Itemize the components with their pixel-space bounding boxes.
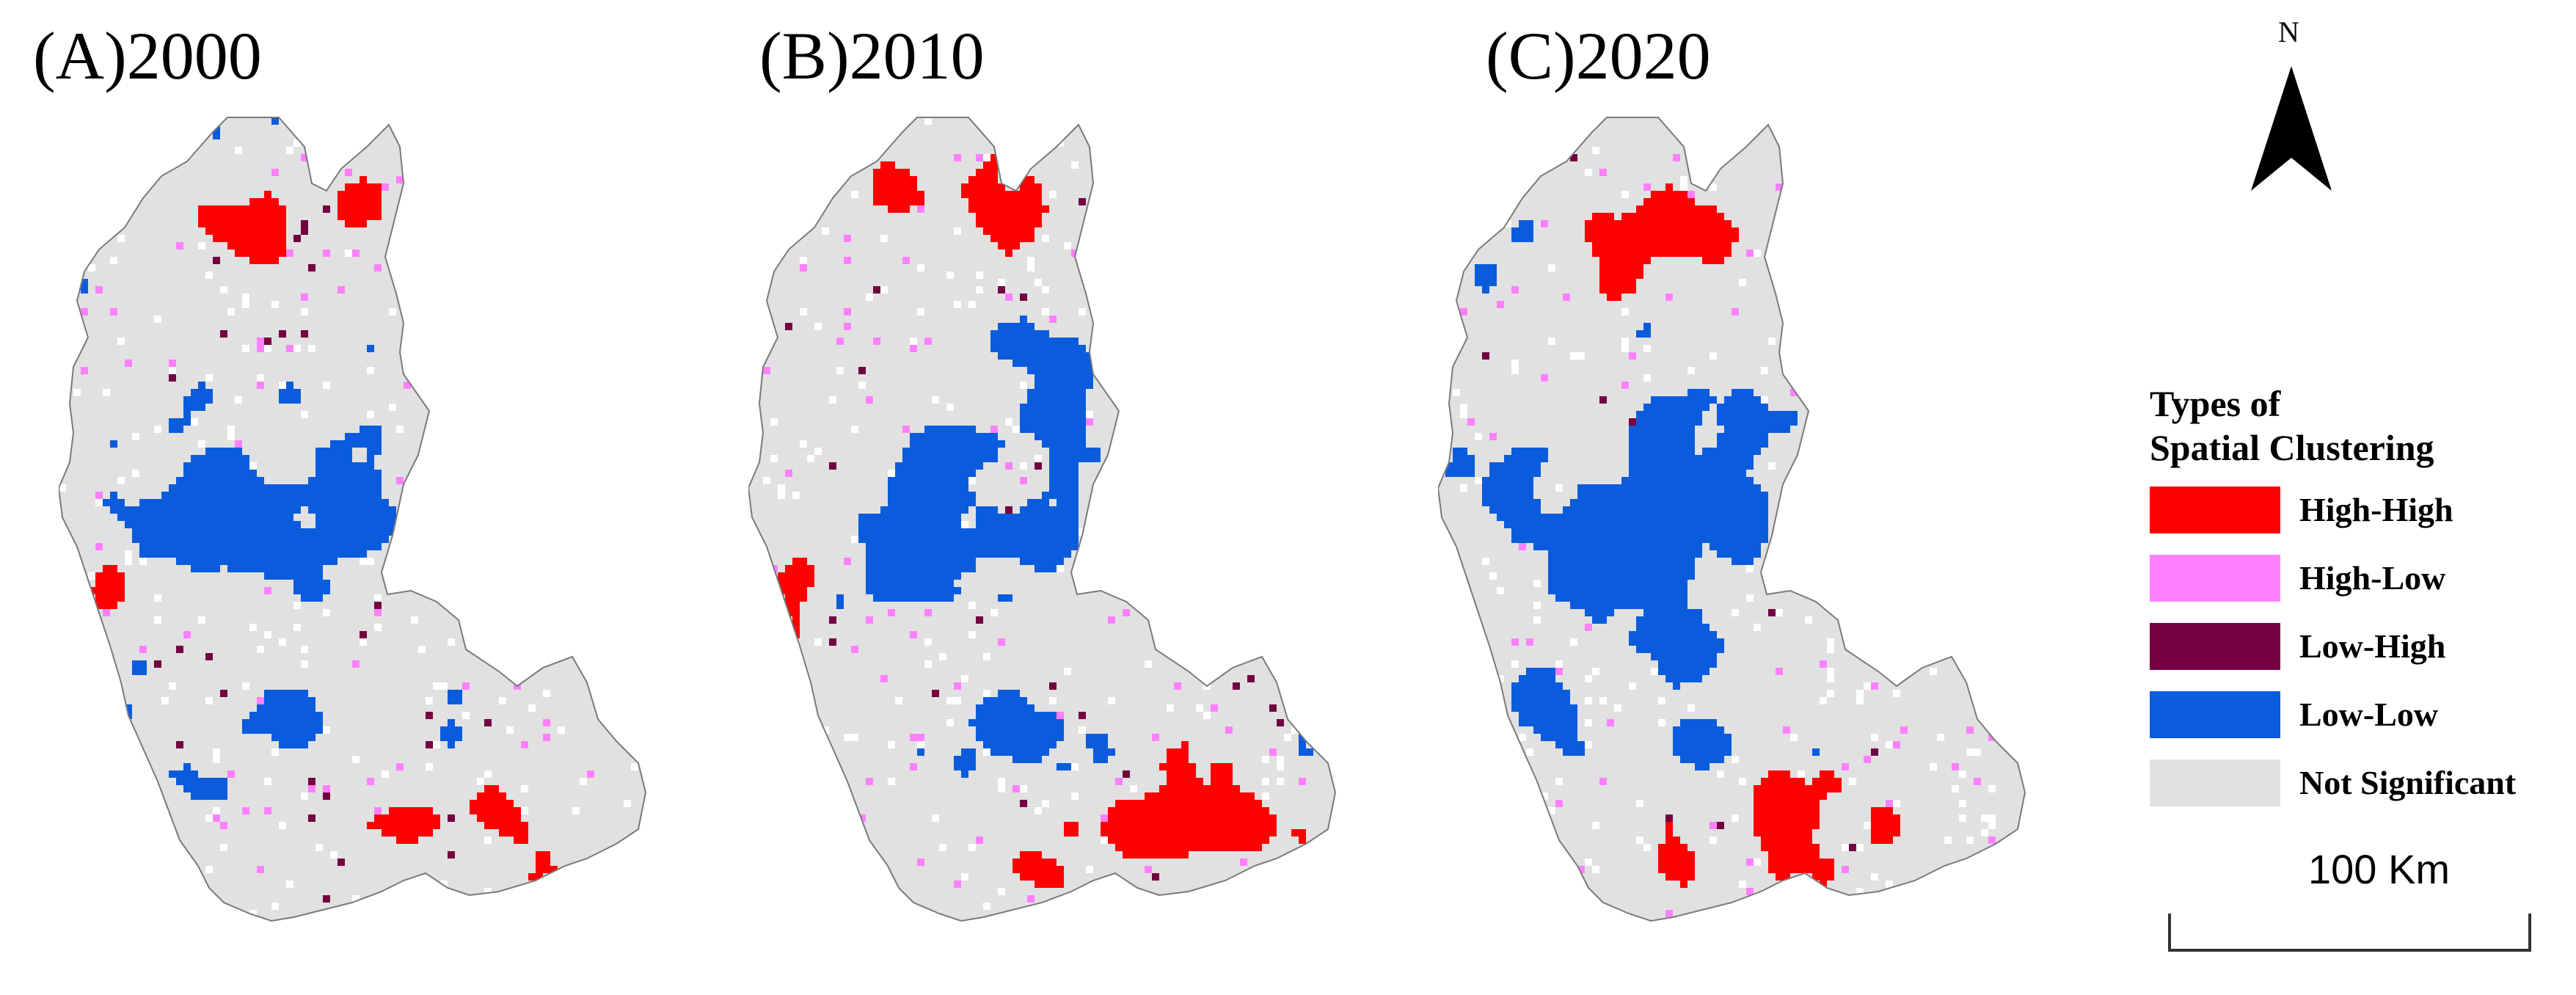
legend-label-not-significant: Not Significant xyxy=(2299,764,2517,801)
cells-high-high xyxy=(778,154,1306,888)
panel-title-c: (C)2020 xyxy=(1486,18,1711,93)
cells-low-low xyxy=(1445,220,1820,770)
scale-bar xyxy=(2168,914,2531,952)
legend-label-low-low: Low-Low xyxy=(2299,696,2439,733)
legend-item-low-high: Low-High xyxy=(2150,612,2561,680)
legend-item-not-significant: Not Significant xyxy=(2150,748,2561,817)
legend-item-high-low: High-Low xyxy=(2150,544,2561,612)
legend-item-high-high: High-High xyxy=(2150,475,2561,544)
cluster-cells xyxy=(1438,117,2025,921)
map-2010 xyxy=(748,117,1337,922)
north-arrow-icon xyxy=(2251,66,2332,191)
legend-label-high-high: High-High xyxy=(2299,491,2453,528)
legend-swatch-high-high xyxy=(2150,486,2280,533)
region-outline xyxy=(748,117,1337,922)
cells-high-high xyxy=(88,176,558,881)
panel-title-a: (A)2000 xyxy=(33,18,262,93)
legend-title-line2: Spatial Clustering xyxy=(2150,427,2434,468)
legend-swatch-high-low xyxy=(2150,554,2280,602)
cluster-cells xyxy=(59,117,646,921)
region-outline xyxy=(59,117,647,922)
legend-swatch-not-significant xyxy=(2150,759,2280,806)
legend: Types of Spatial Clustering High-High Hi… xyxy=(2150,382,2561,817)
legend-item-low-low: Low-Low xyxy=(2150,680,2561,748)
panel-title-b: (B)2010 xyxy=(759,18,985,93)
cells-high-high xyxy=(1585,183,1900,888)
north-label: N xyxy=(2278,15,2299,48)
legend-label-low-high: Low-High xyxy=(2299,627,2446,665)
map-2000 xyxy=(59,117,647,922)
legend-swatch-low-low xyxy=(2150,690,2280,738)
cluster-cells xyxy=(748,117,1335,921)
legend-label-high-low: High-Low xyxy=(2299,559,2446,597)
legend-swatch-low-high xyxy=(2150,622,2280,670)
region-outline xyxy=(1438,117,2026,922)
cells-low-low xyxy=(836,316,1313,778)
scale-label: 100 Km xyxy=(2308,846,2450,892)
map-2020 xyxy=(1438,117,2026,922)
legend-title-line1: Types of xyxy=(2150,383,2281,424)
